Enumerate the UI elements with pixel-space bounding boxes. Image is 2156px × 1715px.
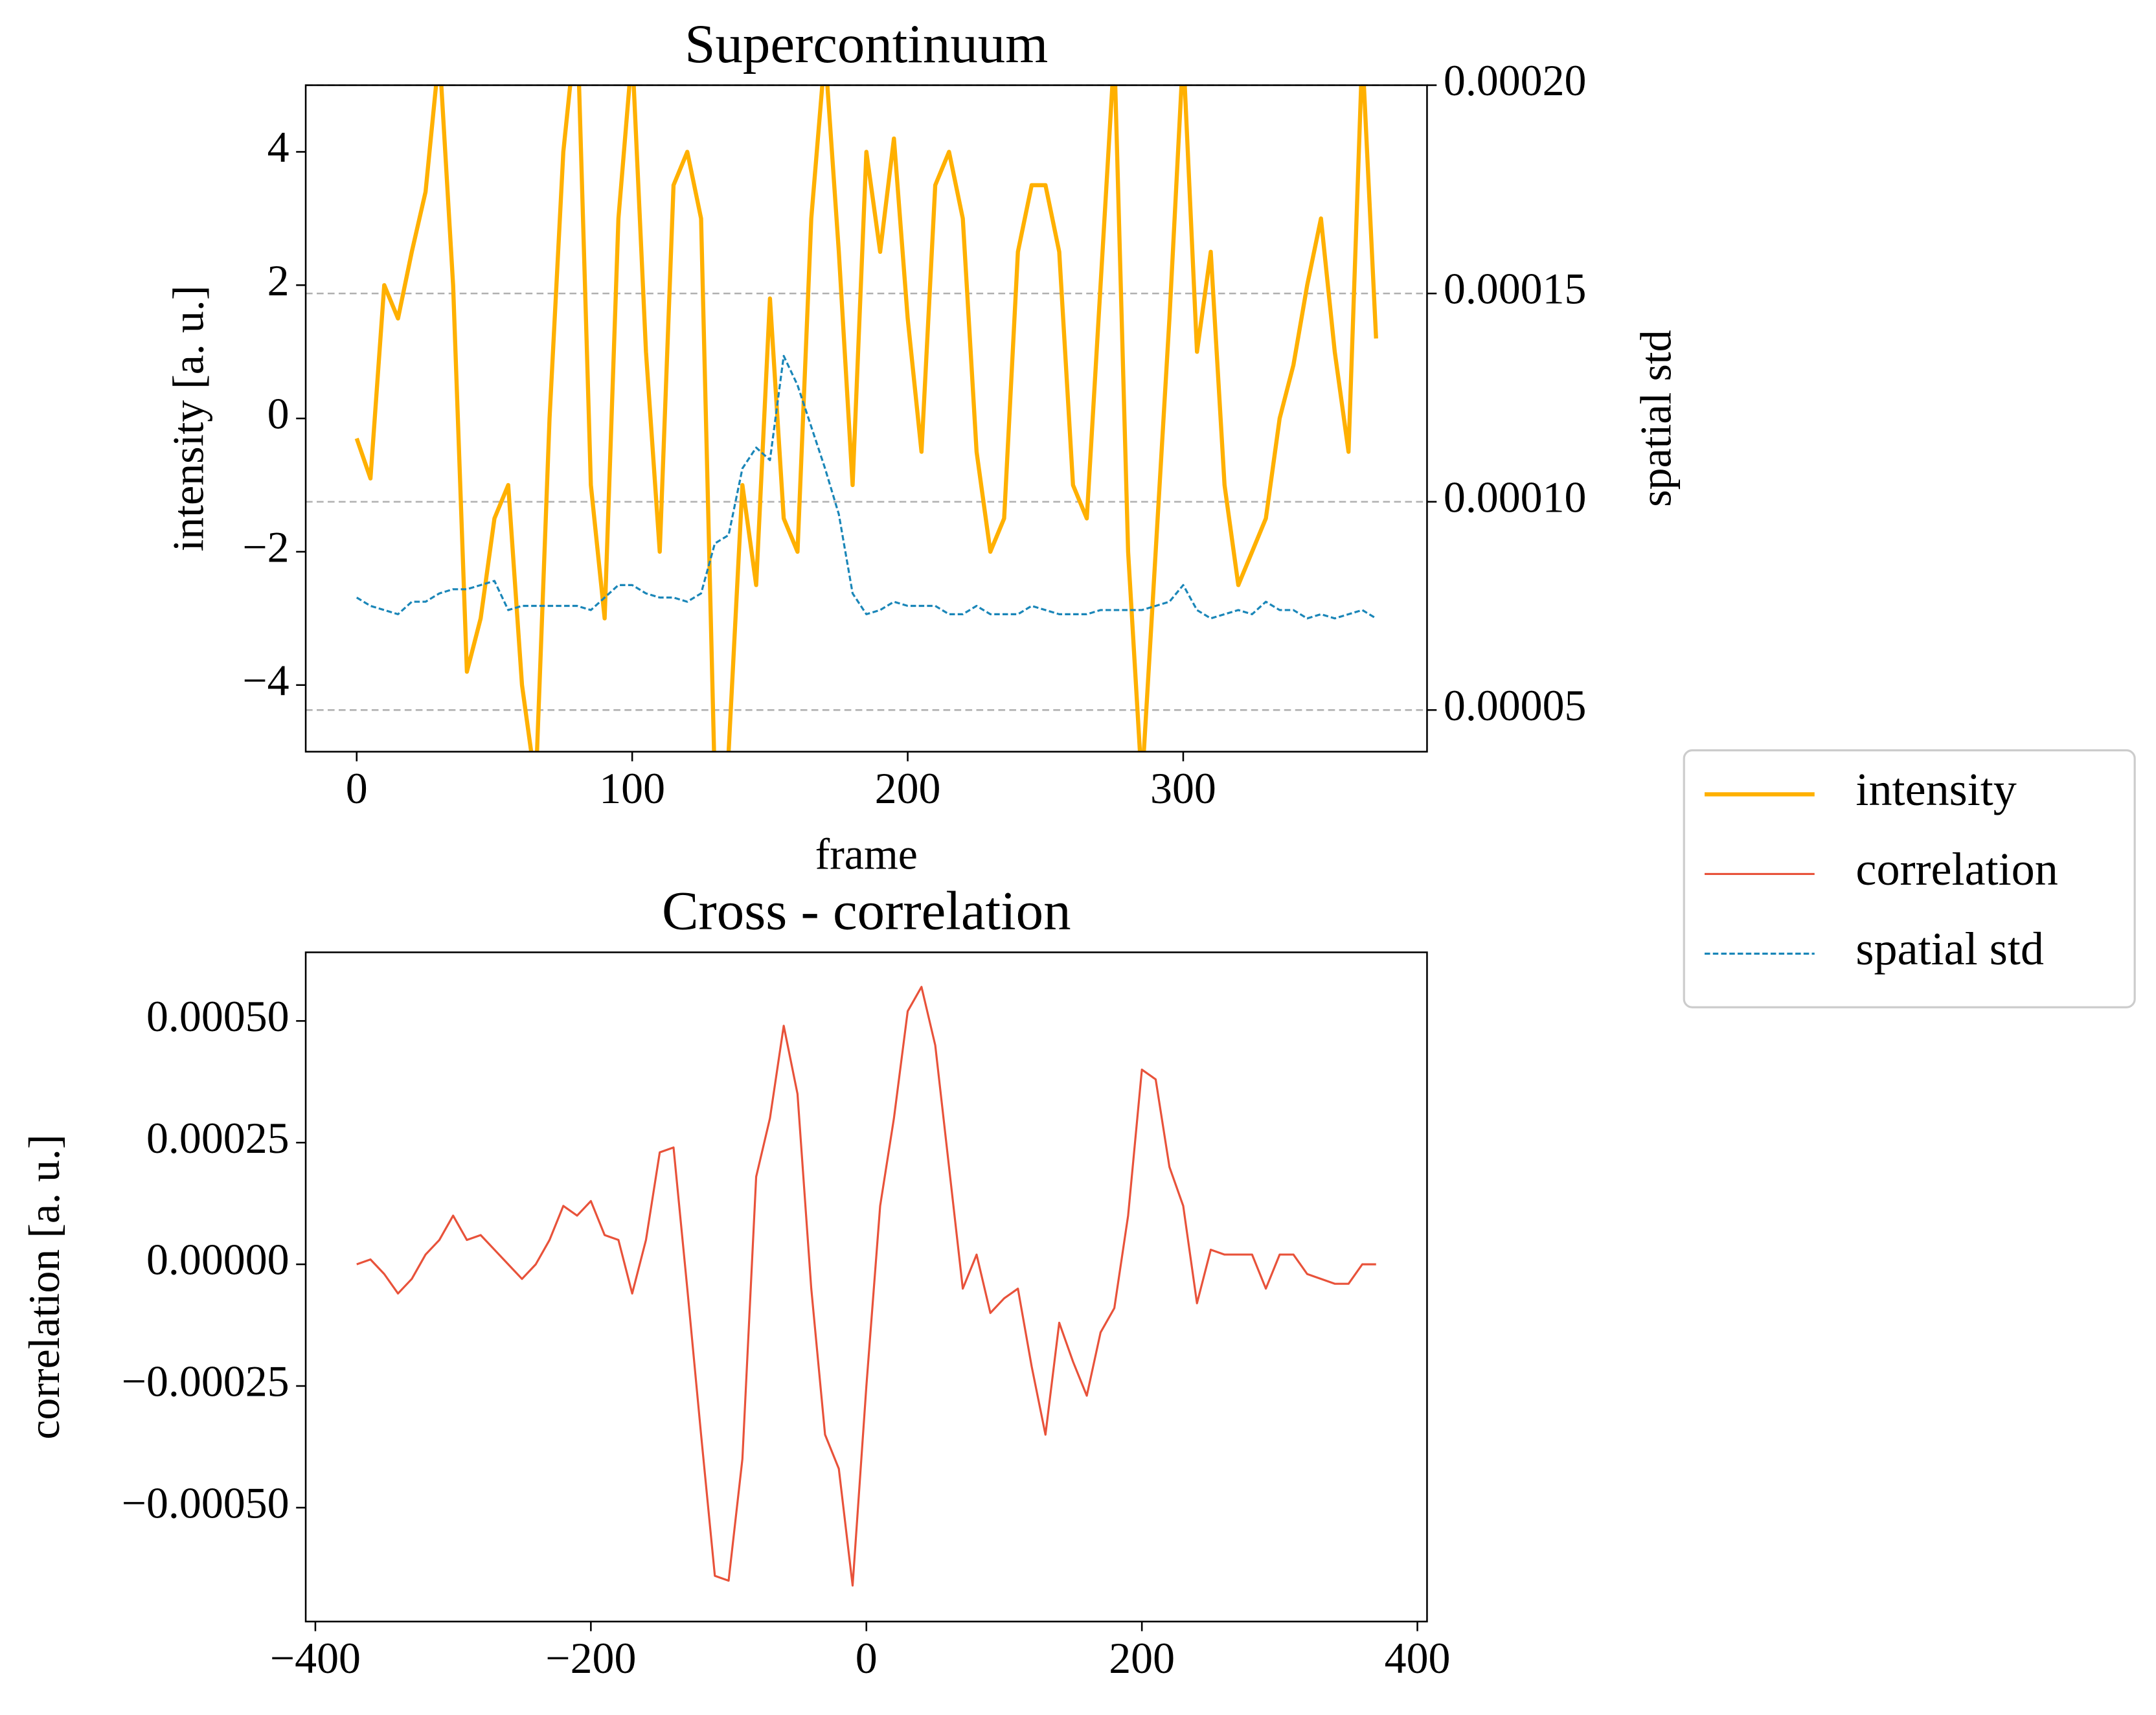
- x-tick-label: −400: [270, 1634, 361, 1683]
- y-tick-label: 2: [267, 256, 289, 305]
- y-tick-label: −2: [242, 523, 289, 571]
- y-tick-label: −0.00050: [122, 1479, 289, 1527]
- x-tick-label: 100: [599, 764, 665, 813]
- y-tick-label: −0.00025: [122, 1357, 289, 1406]
- x-tick-label: 200: [875, 764, 941, 813]
- y2-tick-label: 0.00015: [1444, 265, 1587, 313]
- legend-label: intensity: [1855, 764, 2016, 815]
- y-tick-label: 0.00000: [146, 1236, 289, 1284]
- plot-area: [354, 85, 1378, 752]
- y-tick-label: 0: [267, 390, 289, 438]
- y-tick-label: −4: [242, 656, 289, 705]
- y-tick-label: 0.00025: [146, 1114, 289, 1163]
- legend-box: [1683, 749, 2136, 1008]
- plot-area: [356, 986, 1376, 1587]
- chart-title: Supercontinuum: [685, 14, 1048, 74]
- x-tick-label: −200: [545, 1634, 636, 1683]
- legend-label: spatial std: [1855, 923, 2043, 975]
- y2-tick-label: 0.00020: [1444, 56, 1587, 105]
- x-tick-label: 0: [856, 1634, 878, 1683]
- legend-label: correlation: [1855, 843, 2058, 895]
- x-tick-label: 0: [346, 764, 368, 813]
- y-tick-label: 0.00050: [146, 992, 289, 1041]
- x-tick-label: 400: [1385, 1634, 1451, 1683]
- x-axis-label: frame: [815, 830, 918, 879]
- data-line: [354, 85, 1378, 752]
- y-tick-label: 4: [267, 123, 289, 172]
- y2-axis-label: spatial std: [1632, 330, 1681, 506]
- y-axis-label: correlation [a. u.]: [20, 1134, 69, 1439]
- data-line: [356, 986, 1376, 1587]
- x-tick-label: 300: [1150, 764, 1216, 813]
- chart-title: Cross - correlation: [662, 881, 1071, 942]
- data-line: [356, 355, 1377, 620]
- axes-frame: [304, 951, 1428, 1622]
- y-axis-label: intensity [a. u.]: [165, 286, 213, 552]
- x-tick-label: 200: [1109, 1634, 1175, 1683]
- y2-tick-label: 0.00010: [1444, 473, 1587, 521]
- y2-tick-label: 0.00005: [1444, 681, 1587, 730]
